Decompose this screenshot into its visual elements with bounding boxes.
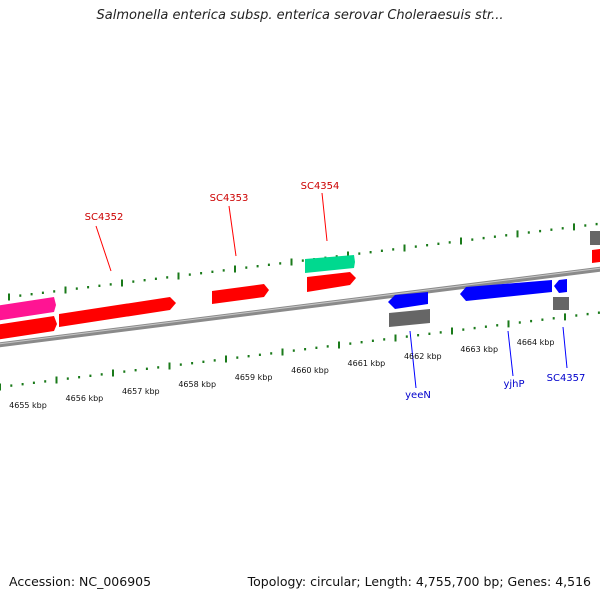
label-line-sc4353 xyxy=(228,205,237,257)
genome-backbone-highlight xyxy=(0,267,600,345)
gene-label-sc4354[interactable]: SC4354 xyxy=(301,181,340,192)
gene-yeeN-gray[interactable] xyxy=(389,309,430,327)
gene-sc4357[interactable] xyxy=(554,279,567,293)
genome-title: Salmonella enterica subsp. enterica sero… xyxy=(96,8,504,23)
scale-label: 4655 kbp xyxy=(9,401,47,410)
scale-label: 4656 kbp xyxy=(66,394,104,403)
gene-label-yeeN[interactable]: yeeN xyxy=(405,390,431,401)
gene-label-sc4352[interactable]: SC4352 xyxy=(85,212,124,223)
gene-label-sc4353[interactable]: SC4353 xyxy=(210,193,249,204)
scale-label: 4658 kbp xyxy=(178,380,216,389)
label-line-sc4354 xyxy=(321,192,328,242)
scale-label: 4663 kbp xyxy=(460,345,498,354)
gene-sc4353[interactable] xyxy=(212,284,269,304)
scale-labels: 4655 kbp 4656 kbp 4657 kbp 4658 kbp 4659 kbp… xyxy=(9,338,554,410)
accession-label: Accession: NC_006905 xyxy=(9,574,152,589)
gene-sc4354-teal[interactable] xyxy=(305,255,355,273)
gene-sc4357-gray[interactable] xyxy=(553,297,569,310)
label-line-sc4352 xyxy=(95,225,112,272)
gene-yjhP[interactable] xyxy=(460,280,552,301)
gene-label-sc4357[interactable]: SC4357 xyxy=(547,373,586,384)
scale-label: 4661 kbp xyxy=(348,359,386,368)
gene-sc4352[interactable] xyxy=(59,297,176,327)
gene-yeeN[interactable] xyxy=(388,292,428,309)
gene-sc4354[interactable] xyxy=(307,272,356,292)
label-line-yjhP xyxy=(507,330,514,377)
label-line-yeeN xyxy=(409,330,417,389)
gene-red-arrow-right[interactable] xyxy=(592,249,600,263)
gene-pink-arrow[interactable] xyxy=(0,297,56,321)
scale-label: 4660 kbp xyxy=(291,366,329,375)
outer-tick-track xyxy=(8,222,598,301)
gene-label-yjhP[interactable]: yjhP xyxy=(503,379,524,390)
genome-backbone xyxy=(0,266,600,348)
gene-red-arrow-left[interactable] xyxy=(0,316,57,340)
scale-label: 4662 kbp xyxy=(404,352,442,361)
inner-tick-track xyxy=(0,311,600,391)
genome-summary: Topology: circular; Length: 4,755,700 bp… xyxy=(247,574,591,589)
scale-label: 4659 kbp xyxy=(235,373,273,382)
scale-label: 4657 kbp xyxy=(122,387,160,396)
scale-label: 4664 kbp xyxy=(517,338,555,347)
gene-gray-right[interactable] xyxy=(590,231,600,245)
label-line-sc4357 xyxy=(562,326,568,369)
